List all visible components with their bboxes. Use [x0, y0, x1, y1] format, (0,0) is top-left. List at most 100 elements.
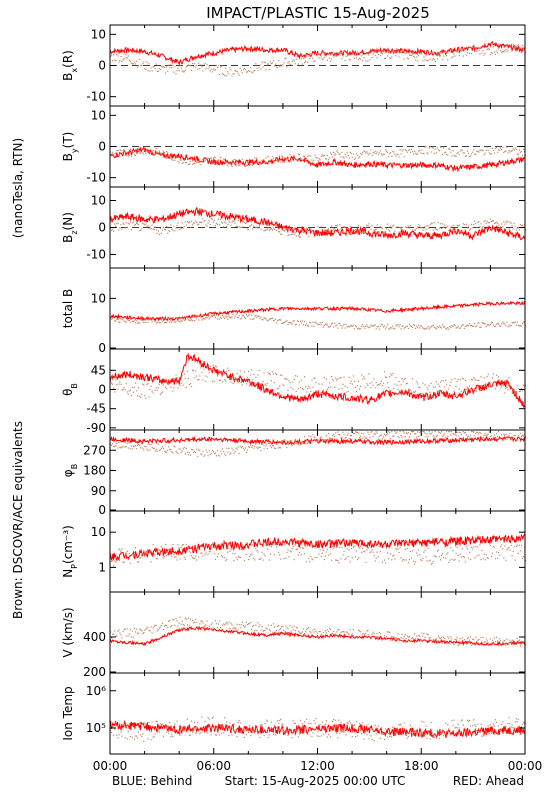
ace-point: [467, 48, 470, 50]
ace-point: [415, 59, 417, 61]
ace-point: [445, 436, 447, 438]
ace-point: [508, 43, 510, 45]
ace-point: [359, 388, 361, 390]
ace-point: [202, 450, 204, 452]
ace-point: [176, 451, 178, 453]
ace-point: [492, 46, 494, 48]
ace-point: [202, 727, 204, 729]
ace-point: [368, 433, 370, 435]
ace-point: [145, 445, 147, 448]
ace-point: [263, 372, 265, 374]
ace-point: [518, 437, 520, 439]
ace-point: [443, 380, 445, 382]
ace-point: [266, 228, 268, 230]
ace-point: [519, 224, 521, 226]
ace-point: [492, 324, 494, 326]
ace-point: [267, 624, 269, 626]
ace-point: [135, 628, 138, 630]
ace-point: [177, 729, 179, 731]
ace-point: [392, 639, 394, 641]
ace-point: [501, 223, 503, 225]
ace-point: [486, 434, 488, 436]
ace-point: [311, 633, 313, 635]
ace-point: [333, 228, 335, 230]
ace-point: [300, 58, 303, 60]
ace-point: [272, 733, 275, 735]
ace-point: [132, 445, 134, 447]
ace-point: [360, 232, 362, 234]
ace-point: [253, 731, 255, 733]
ace-point: [377, 638, 379, 640]
ace-point: [210, 218, 212, 220]
ace-point: [400, 52, 402, 54]
ace-point: [330, 628, 332, 630]
ace-point: [507, 643, 509, 645]
ace-point: [273, 382, 276, 384]
ace-point: [202, 70, 204, 72]
ace-point: [441, 554, 443, 557]
ace-point: [292, 155, 294, 157]
ace-point: [452, 393, 454, 395]
ace-point: [413, 391, 415, 393]
ace-point: [183, 556, 185, 558]
ace-point: [221, 453, 223, 455]
ace-point: [220, 316, 222, 318]
ace-point: [437, 431, 439, 433]
ace-point: [347, 325, 349, 327]
ace-point: [300, 158, 303, 160]
ace-point: [456, 546, 458, 548]
ace-point: [263, 159, 265, 161]
ace-point: [474, 557, 476, 559]
ace-point: [282, 64, 284, 66]
ace-point: [500, 387, 502, 389]
ace-point: [387, 382, 389, 384]
ace-point: [441, 228, 443, 230]
ace-point: [410, 230, 413, 232]
ace-point: [369, 152, 371, 154]
ace-point: [176, 620, 178, 622]
ace-point: [186, 549, 188, 551]
ace-point: [477, 639, 479, 641]
ace-point: [156, 153, 158, 155]
ace-point: [502, 548, 504, 550]
ace-point: [325, 55, 327, 57]
ace-point: [416, 731, 418, 733]
ace-point: [134, 322, 137, 324]
ace-point: [362, 60, 364, 62]
ace-point: [292, 629, 294, 631]
ace-point: [363, 376, 365, 378]
ace-point: [110, 151, 112, 153]
ace-point: [400, 435, 402, 437]
ace-point: [381, 227, 383, 230]
ace-point: [325, 720, 327, 722]
ace-point: [473, 719, 475, 721]
ace-point: [122, 389, 124, 391]
ace-point: [321, 228, 323, 230]
ace-point: [450, 636, 452, 638]
ace-point: [370, 551, 372, 553]
ace-point: [131, 448, 133, 450]
ace-point: [246, 624, 249, 626]
ace-point: [362, 378, 364, 380]
ace-point: [454, 639, 456, 641]
ace-point: [439, 326, 442, 328]
ace-point: [375, 328, 377, 330]
ace-point: [233, 380, 235, 382]
ace-point: [199, 449, 201, 451]
ace-point: [231, 316, 233, 318]
ace-point: [139, 557, 141, 559]
ace-point: [278, 160, 280, 162]
ace-point: [187, 617, 189, 619]
ace-point: [221, 65, 223, 67]
ace-point: [408, 390, 410, 392]
y-tick-label: -10: [86, 248, 106, 262]
ace-point: [291, 61, 293, 63]
ace-point: [485, 435, 487, 437]
ace-point: [168, 229, 170, 232]
ace-point: [364, 150, 366, 152]
ace-point: [487, 48, 489, 50]
ace-point: [285, 57, 287, 59]
ace-point: [228, 621, 230, 623]
ace-point: [184, 558, 186, 560]
ace-point: [447, 435, 449, 437]
